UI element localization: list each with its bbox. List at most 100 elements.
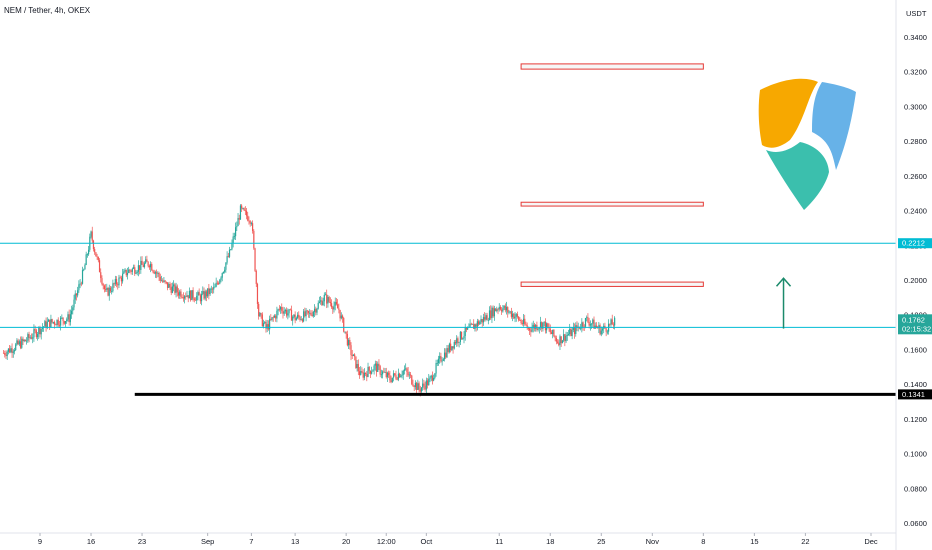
candle-body — [397, 373, 399, 380]
candle-body — [40, 328, 42, 335]
candle-body — [380, 374, 382, 376]
candle-body — [467, 327, 469, 330]
candle-body — [86, 254, 88, 256]
time-tick-label: 9 — [38, 537, 42, 546]
candle-body — [451, 346, 453, 351]
candle-body — [347, 340, 350, 346]
candle-body — [57, 319, 59, 325]
candle-body — [21, 338, 23, 348]
candle-body — [389, 375, 391, 381]
time-axis[interactable]: 9 16 23 Sep 7 13 20 12:00 Oct 11 18 25 Nov 8 15 22 Dec — [0, 532, 896, 546]
candle-body — [409, 374, 412, 376]
candle-body — [143, 263, 146, 268]
candle-body — [164, 280, 166, 282]
candle-body — [255, 270, 257, 284]
candle-body — [354, 354, 356, 357]
candle-body — [248, 220, 250, 222]
candle-body — [62, 317, 64, 322]
candle-body — [366, 373, 368, 377]
candle-body — [85, 254, 87, 265]
candle-body — [535, 324, 537, 329]
candle-body — [142, 264, 144, 268]
candle-body — [564, 334, 566, 342]
candle-body — [220, 277, 222, 280]
candle-body — [463, 335, 465, 339]
price-axis-unit: USDT — [906, 9, 927, 18]
target-box[interactable] — [520, 201, 704, 207]
candle-body — [170, 287, 172, 293]
candle-body — [442, 359, 444, 361]
candle-body — [454, 342, 457, 344]
candle-body — [493, 308, 495, 317]
candle-body — [123, 271, 125, 274]
candle-body — [252, 223, 254, 231]
candle-body — [588, 321, 590, 326]
candle-body — [153, 271, 155, 274]
candle-body — [146, 259, 148, 262]
candle-body — [417, 383, 419, 390]
candle-body — [487, 320, 489, 321]
target-box[interactable] — [520, 281, 704, 287]
price-tick-label: 0.3000 — [904, 102, 927, 111]
candle-body — [293, 314, 295, 317]
candle-body — [499, 306, 502, 310]
candle-body — [230, 249, 232, 251]
candle-body — [194, 299, 197, 301]
candle-body — [130, 270, 132, 272]
time-tick-label: 7 — [249, 537, 253, 546]
candle-body — [245, 210, 248, 216]
candle-body — [91, 231, 93, 241]
candle-body — [261, 314, 263, 327]
up-arrow[interactable] — [775, 277, 792, 329]
candle-body — [83, 269, 85, 271]
candle-body — [237, 218, 239, 227]
candle-body — [186, 295, 188, 297]
candle-body — [279, 307, 282, 310]
candle-body — [581, 322, 583, 329]
candle-body — [22, 338, 24, 342]
candle-body — [367, 366, 369, 377]
candle-body — [307, 310, 310, 314]
candle-body — [304, 311, 306, 317]
candle-body — [609, 323, 611, 325]
candle-body — [96, 256, 98, 258]
candle-body — [441, 360, 443, 362]
time-tick-label: 20 — [342, 537, 350, 546]
candle-body — [526, 325, 528, 329]
candle-body — [394, 373, 396, 376]
candle-body — [323, 294, 325, 302]
candle-body — [202, 291, 204, 294]
candle-body — [50, 319, 52, 328]
price-tag-bg — [898, 389, 932, 400]
time-tick-label: 22 — [801, 537, 809, 546]
candle-body — [377, 363, 379, 372]
candle-body — [406, 368, 408, 372]
candle-body — [27, 334, 29, 341]
candle-body — [494, 308, 497, 312]
candle-body — [273, 315, 276, 318]
candle-body — [227, 256, 229, 258]
target-box[interactable] — [520, 63, 704, 70]
candle-body — [317, 302, 319, 309]
candle-body — [290, 309, 293, 321]
candle-body — [73, 299, 75, 308]
candle-body — [514, 316, 516, 319]
candle-body — [350, 345, 352, 355]
candle-body — [437, 358, 440, 364]
candle-body — [402, 370, 404, 375]
candle-body — [69, 314, 71, 323]
candle-body — [204, 291, 206, 299]
horizontal-lines — [0, 242, 896, 396]
candle-body — [228, 249, 231, 257]
candle-body — [275, 315, 277, 319]
candle-body — [253, 230, 255, 249]
candle-body — [559, 336, 561, 346]
candle-body — [405, 368, 407, 370]
candle-body — [424, 385, 426, 390]
candle-body — [135, 273, 137, 274]
candle-body — [64, 321, 67, 324]
candle-body — [476, 321, 478, 327]
candle-body — [335, 301, 338, 305]
